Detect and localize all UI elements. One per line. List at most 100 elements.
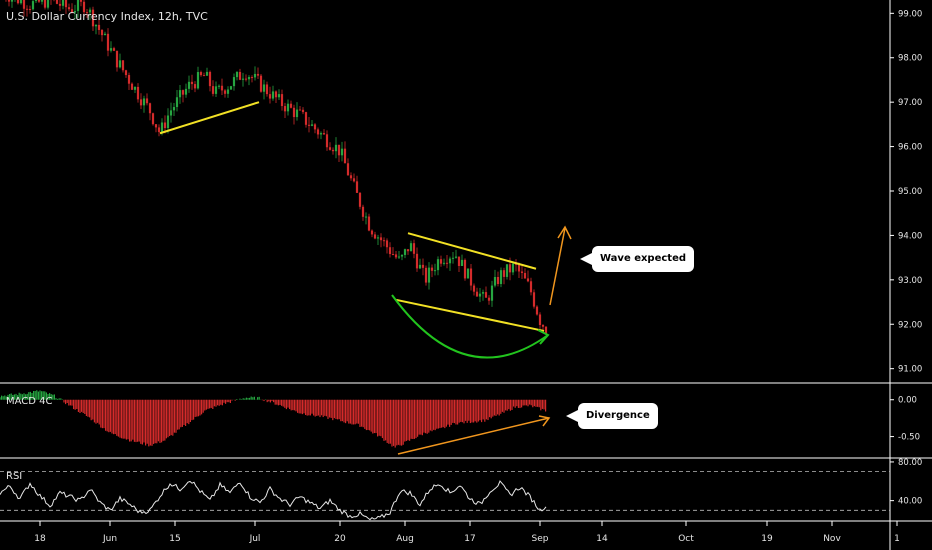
candle-body [208,71,212,87]
candle-body [187,81,191,89]
macd-tick-label: 0.00 [898,396,917,406]
candle-body [58,3,62,6]
candle-body [229,86,233,90]
candle-body [526,278,530,282]
candle-body [169,110,173,116]
candle-body [202,75,206,77]
candle-body [535,306,539,315]
candle-body [460,259,464,266]
candle-body [424,267,428,283]
candle-body [538,314,542,325]
candle-body [115,50,119,68]
rsi-line [0,480,547,521]
candle-body [274,91,278,98]
candle-body [112,48,116,51]
candle-body [361,206,365,217]
candle-body [232,77,236,87]
candle-body [79,0,83,2]
channel-lower-line[interactable] [395,298,545,332]
candle-body [505,264,509,277]
candle-body [286,103,290,112]
candle-body [520,271,524,273]
candle-body [406,249,410,252]
candle-body [277,94,281,98]
candle-body [481,292,485,294]
candle-body [226,89,230,94]
candle-body [397,256,401,258]
candle-body [430,267,434,271]
wave-expected-callout[interactable]: Wave expected [579,246,695,272]
candle-body [349,175,353,179]
candle-body [31,1,35,10]
candle-body [478,293,482,297]
candle-body [22,0,26,9]
candle-body [118,60,122,68]
green-curve-arrowhead [537,329,550,345]
candle-body [40,0,44,2]
time-tick-label: 17 [464,534,475,544]
candle-body [367,216,371,231]
candle-body [412,243,416,254]
candle-body [268,94,272,99]
candle-body [280,94,284,107]
candle-body [205,71,209,76]
candle-body [343,148,347,164]
channel-upper-line[interactable] [407,232,537,270]
candle-body [337,144,341,156]
price-tick-label: 92.00 [898,320,922,330]
price-tick-label: 94.00 [898,231,922,241]
candle-body [448,258,452,264]
candle-body [82,1,86,13]
rsi-tick-label: 80.00 [898,458,922,468]
candle-body [64,0,68,8]
candle-body [193,84,197,89]
candle-body [37,0,41,2]
candle-body [73,10,77,13]
candle-body [493,277,497,286]
candle-body [328,147,332,150]
candle-body [190,81,194,85]
candle-body [265,84,269,95]
candle-body [97,24,101,30]
green-curve[interactable] [391,294,549,359]
time-tick-label: Oct [678,534,694,544]
price-tick-label: 93.00 [898,276,922,286]
candle-body [28,9,32,11]
candle-body [121,60,125,71]
macd-tick-label: -0.50 [898,433,920,443]
candle-body [271,91,275,99]
chart-title: U.S. Dollar Currency Index, 12h, TVC [6,10,208,23]
price-tick-label: 99.00 [898,9,922,19]
candle-body [340,148,344,156]
candle-body [160,122,164,132]
candle-body [136,86,140,100]
candle-body [421,264,425,268]
candle-body [178,90,182,98]
divergence-callout[interactable]: Divergence [566,403,658,429]
candle-body [436,259,440,271]
price-tick-label: 96.00 [898,143,922,153]
candle-body [247,77,251,80]
candle-body [472,285,476,292]
candle-body [334,144,338,152]
rsi-label: RSI [6,471,23,482]
time-tick-label: Nov [823,534,841,544]
trendline-rising[interactable] [159,101,260,135]
candle-body [319,133,323,135]
candle-body [70,9,74,13]
candle-body [394,254,398,258]
candle-body [466,268,470,279]
candle-body [85,12,89,14]
candle-body [523,272,527,279]
candle-body [463,259,467,279]
candle-body [289,103,293,108]
candle-body [61,0,65,6]
candle-body [211,86,215,94]
candle-body [262,84,266,92]
wave-arrow[interactable] [549,227,566,306]
candle-body [283,106,287,112]
divergence-arrow[interactable] [397,417,550,455]
candle-body [451,257,455,259]
candle-body [196,72,200,89]
